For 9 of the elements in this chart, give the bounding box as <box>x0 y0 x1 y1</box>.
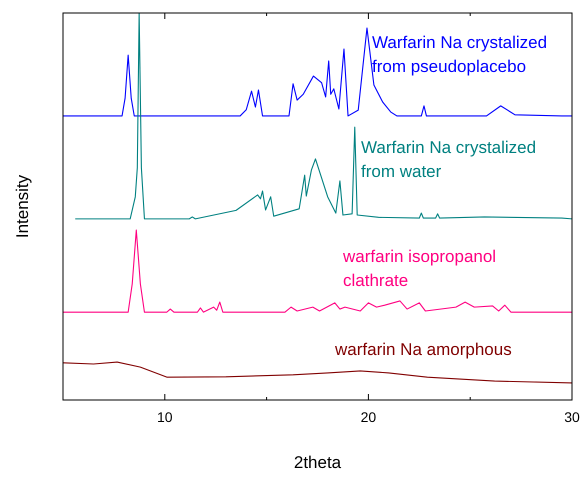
x-axis-title: 2theta <box>294 453 342 472</box>
x-tick-label: 10 <box>157 409 173 425</box>
series-label: warfarin Na amorphous <box>334 340 512 359</box>
x-tick-label: 30 <box>564 409 580 425</box>
y-axis-title: Intensity <box>13 174 32 238</box>
series-label: warfarin isopropanol clathrate <box>342 247 496 290</box>
series-label: Warfarin Na crystalized from pseudoplacebo <box>372 33 548 76</box>
x-tick-label: 20 <box>360 409 376 425</box>
series-label: Warfarin Na crystalized from water <box>361 138 536 181</box>
